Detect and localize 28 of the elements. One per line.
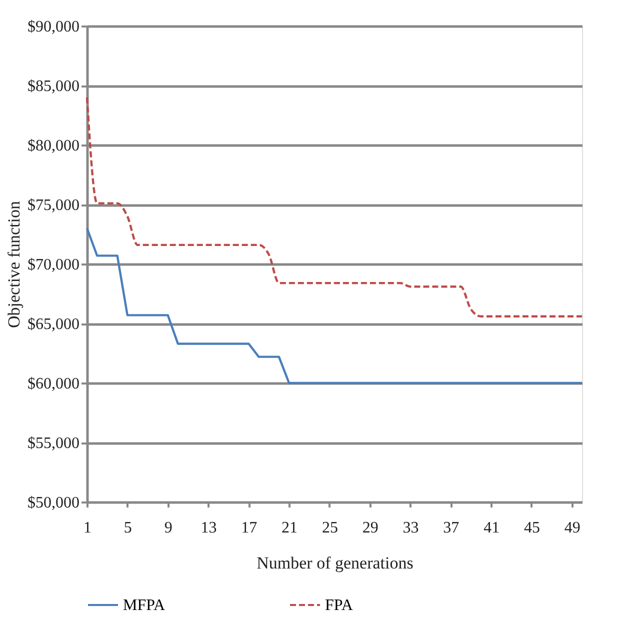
x-tick-label: 29	[362, 520, 378, 536]
x-tick-label: 33	[402, 520, 419, 536]
y-tick-label: $85,000	[28, 78, 80, 95]
y-tick-label: $50,000	[28, 494, 80, 512]
y-tick-label: $70,000	[28, 256, 80, 274]
x-tick-label: 37	[443, 520, 460, 536]
x-tick-label: 1	[84, 520, 92, 536]
x-tick-label: 45	[524, 520, 540, 536]
y-axis-title: Objective function	[4, 200, 24, 328]
legend-label: MFPA	[123, 597, 166, 614]
x-tick-label: 21	[282, 520, 298, 536]
y-tick-label: $80,000	[28, 138, 80, 154]
x-tick-label: 5	[124, 520, 132, 536]
y-tick-label: $65,000	[28, 316, 80, 333]
line-series	[86, 227, 584, 384]
y-tick-label: $90,000	[28, 18, 80, 36]
x-tick-label: 25	[322, 520, 338, 536]
legend-label: FPA	[325, 597, 354, 614]
y-tick-label: $75,000	[28, 197, 80, 214]
x-tick-label: 49	[564, 520, 580, 536]
x-axis-title: Number of generations	[256, 554, 414, 572]
x-tick-label: 13	[200, 520, 217, 536]
y-tick-label: $60,000	[28, 376, 80, 392]
x-tick-label: 41	[484, 520, 500, 536]
x-tick-label: 9	[164, 520, 172, 536]
x-tick-label: 17	[241, 520, 258, 536]
line-series	[86, 96, 584, 318]
y-tick-label: $55,000	[28, 435, 80, 452]
